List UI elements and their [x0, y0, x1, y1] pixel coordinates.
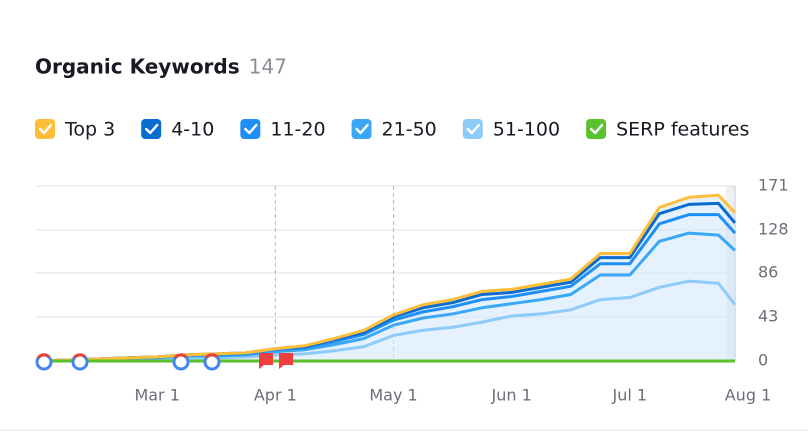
legend-item[interactable]: 21-50 [351, 119, 437, 141]
x-tick-label: Mar 1 [134, 386, 179, 405]
legend-check [589, 123, 604, 135]
google-icon-accent [36, 353, 51, 359]
legend-item[interactable]: 4-10 [141, 119, 214, 141]
legend-check [355, 123, 369, 135]
chart-title: Organic Keywords [35, 55, 240, 79]
legend-check [145, 123, 159, 135]
legend-item[interactable]: 51-100 [462, 119, 560, 141]
area-band [39, 214, 735, 361]
chart-subtitle: 147 [249, 55, 287, 79]
legend-check [38, 123, 53, 135]
y-tick-label: 86 [758, 262, 778, 281]
legend-checkbox[interactable] [35, 119, 55, 139]
google-icon-accent [204, 353, 219, 359]
legend-check [466, 123, 480, 135]
google-icon-accent [72, 353, 87, 359]
legend-checkbox[interactable] [351, 119, 372, 139]
y-tick-label: 43 [758, 306, 778, 325]
area-band [39, 281, 735, 361]
x-tick-label: Aug 1 [725, 386, 772, 405]
area-band [39, 233, 735, 361]
legend-label: 11-20 [270, 119, 325, 141]
legend-checkbox[interactable] [462, 119, 483, 139]
flag-icon [279, 353, 293, 369]
legend-label: 51-100 [493, 119, 560, 141]
legend-label: Top 3 [64, 119, 115, 141]
area-band [39, 203, 735, 361]
y-tick-label: 128 [758, 220, 789, 239]
legend-check [244, 123, 258, 135]
x-tick-label: Jun 1 [491, 386, 532, 405]
x-tick-label: May 1 [369, 386, 417, 405]
legend-item[interactable]: SERP features [586, 119, 749, 141]
legend-checkbox[interactable] [141, 119, 162, 139]
google-icon-accent [173, 353, 188, 359]
y-tick-label: 0 [758, 351, 768, 370]
legend-item[interactable]: Top 3 [35, 119, 115, 141]
y-tick-label: 171 [758, 176, 789, 195]
x-tick-label: Apr 1 [254, 386, 297, 405]
legend-checkbox[interactable] [586, 119, 607, 139]
series-line [38, 193, 737, 363]
legend-item[interactable]: 11-20 [240, 119, 326, 141]
flag-icon [259, 353, 273, 369]
legend-label: 21-50 [382, 119, 437, 141]
x-tick-label: Jul 1 [612, 386, 648, 405]
legend-label: 4-10 [171, 119, 214, 141]
legend-label: SERP features [616, 119, 749, 141]
legend-checkbox[interactable] [240, 119, 261, 139]
